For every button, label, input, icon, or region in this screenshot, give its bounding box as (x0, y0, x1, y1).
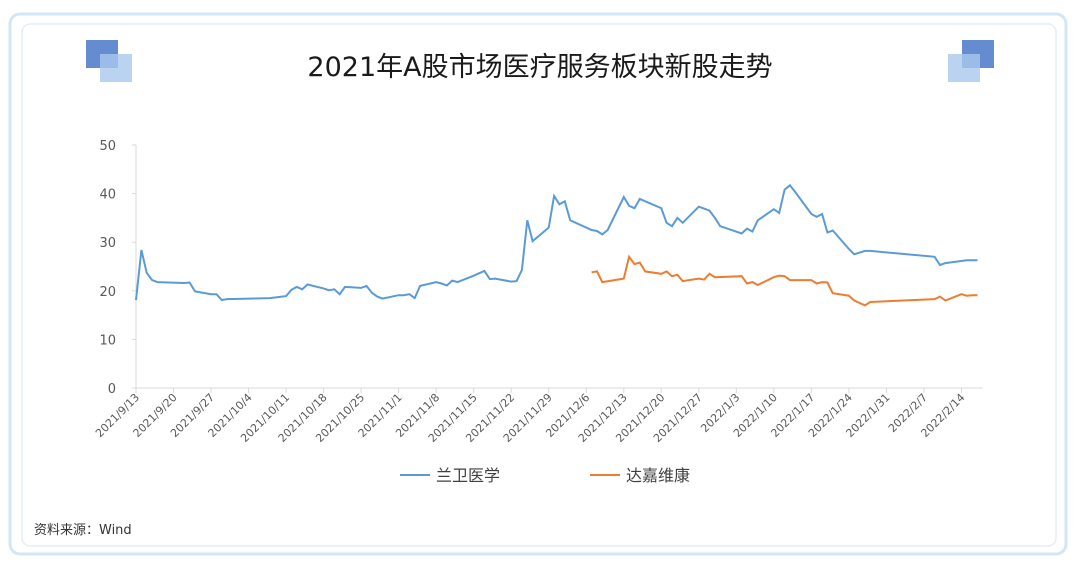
y-tick-label: 50 (99, 139, 116, 154)
chart-title: 2021年A股市场医疗服务板块新股走势 (307, 52, 772, 83)
y-tick-label: 10 (99, 333, 116, 348)
source-note: 资料来源：Wind (34, 523, 132, 538)
y-tick-label: 30 (99, 236, 116, 251)
series-line (591, 254, 978, 307)
decor (948, 54, 980, 82)
legend-label: 兰卫医学 (436, 466, 500, 485)
series-line (135, 183, 978, 302)
legend-label: 达嘉维康 (626, 466, 690, 485)
inner-frame (21, 23, 1057, 547)
frame (8, 12, 1068, 556)
y-tick-label: 40 (99, 188, 116, 203)
y-tick-label: 0 (108, 382, 116, 397)
y-tick-label: 20 (99, 285, 116, 300)
decor (100, 54, 132, 82)
